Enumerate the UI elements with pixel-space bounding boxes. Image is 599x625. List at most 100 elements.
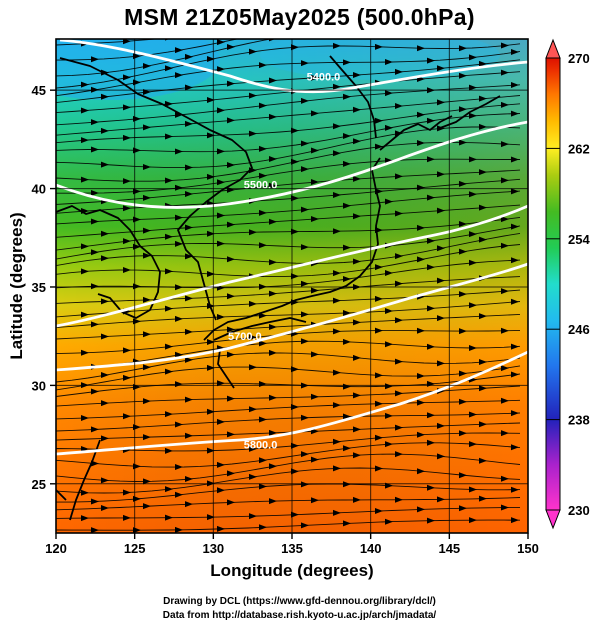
wind-arrowhead	[437, 453, 445, 460]
streamline	[56, 216, 521, 251]
wind-arrowhead	[511, 156, 519, 163]
wind-arrowhead	[185, 295, 193, 302]
wind-arrowhead	[81, 311, 89, 318]
streamline	[56, 467, 521, 494]
wind-arrowhead	[185, 432, 193, 439]
wind-arrowhead	[353, 258, 361, 265]
wind-arrowhead	[511, 343, 519, 350]
streamline	[56, 39, 161, 46]
wind-arrowhead	[207, 173, 215, 180]
wind-arrowhead	[375, 508, 383, 515]
wind-arrowhead	[333, 465, 341, 472]
wind-arrowhead	[301, 280, 309, 287]
wind-arrowhead	[217, 487, 225, 494]
wind-arrowhead	[501, 141, 509, 148]
wind-arrowhead	[395, 280, 403, 287]
wind-arrowhead	[143, 124, 151, 131]
wind-arrowhead	[511, 223, 519, 230]
wind-arrowhead	[207, 271, 215, 278]
wind-arrowhead	[165, 486, 173, 493]
wind-arrowhead	[511, 110, 519, 117]
wind-arrowhead	[427, 305, 435, 312]
wind-arrowhead	[501, 242, 509, 249]
wind-arrowhead	[343, 160, 351, 167]
wind-arrowhead	[469, 517, 477, 524]
wind-arrowhead	[249, 130, 257, 137]
wind-arrowhead	[81, 243, 89, 250]
wind-arrowhead	[301, 414, 309, 421]
wind-arrowhead	[459, 328, 467, 335]
wind-arrowhead	[269, 324, 277, 331]
wind-arrowhead	[343, 59, 351, 66]
streamline	[56, 519, 521, 531]
wind-arrowhead	[227, 256, 235, 263]
wind-arrowhead	[417, 256, 425, 263]
wind-arrowhead	[259, 145, 267, 152]
wind-arrowhead	[479, 313, 487, 320]
wind-arrowhead	[511, 517, 519, 524]
wind-arrowhead	[311, 351, 319, 358]
wind-arrowhead	[217, 66, 225, 73]
wind-arrowhead	[227, 351, 235, 358]
streamline	[56, 259, 521, 294]
wind-arrowhead	[143, 478, 151, 485]
wind-arrowhead	[249, 48, 257, 55]
wind-arrowhead	[185, 120, 193, 127]
streamline	[56, 373, 521, 397]
streamline	[56, 39, 240, 61]
wind-arrowhead	[301, 206, 309, 213]
colorbar-tick-label: 230	[568, 503, 590, 518]
wind-arrowhead	[175, 184, 183, 191]
wind-arrowhead	[249, 92, 257, 99]
wind-arrowhead	[511, 82, 519, 89]
wind-arrowhead	[207, 338, 215, 345]
wind-arrowhead	[217, 148, 225, 155]
wind-arrowhead	[427, 194, 435, 201]
wind-arrowhead	[249, 473, 257, 480]
wind-arrowhead	[333, 270, 341, 277]
wind-arrowhead	[437, 30, 445, 36]
wind-arrowhead	[427, 343, 435, 350]
height-contours	[56, 39, 528, 456]
wind-arrowhead	[511, 444, 519, 451]
wind-arrowhead	[343, 338, 351, 345]
wind-arrowhead	[143, 194, 151, 201]
wind-arrowhead	[311, 393, 319, 400]
wind-arrowhead	[91, 388, 99, 395]
wind-arrowhead	[479, 457, 487, 464]
wind-arrowhead	[217, 212, 225, 219]
wind-arrowhead	[375, 434, 383, 441]
y-axis-ticks: 25 30 35 40 45	[32, 83, 56, 492]
x-tick-label: 140	[360, 541, 382, 556]
colorbar-tick-label: 238	[568, 413, 590, 428]
wind-arrowhead	[385, 90, 393, 97]
wind-arrowhead	[165, 447, 173, 454]
wind-arrowhead	[395, 173, 403, 180]
wind-arrowhead	[269, 156, 277, 163]
wind-arrowhead	[227, 44, 235, 51]
wind-arrowhead	[501, 504, 509, 511]
wind-arrowhead	[217, 380, 225, 387]
wind-arrowhead	[353, 27, 361, 33]
wind-arrowhead	[217, 179, 225, 186]
wind-arrowhead	[207, 408, 215, 415]
wind-arrowhead	[469, 259, 477, 266]
wind-arrowhead	[459, 430, 467, 437]
wind-arrowhead	[207, 514, 215, 521]
wind-arrowhead	[143, 331, 151, 338]
wind-arrowhead	[375, 117, 383, 124]
wind-arrowhead	[437, 99, 445, 106]
streamline	[56, 365, 521, 391]
wind-arrowhead	[375, 295, 383, 302]
wind-arrowhead	[479, 169, 487, 176]
contour-label: 5800.0	[244, 439, 278, 451]
wind-arrowhead	[353, 452, 361, 459]
wind-arrowhead	[333, 438, 341, 445]
wind-arrowhead	[81, 137, 89, 144]
wind-arrowhead	[269, 218, 277, 225]
wind-arrowhead	[437, 422, 445, 429]
wind-arrowhead	[175, 315, 183, 322]
wind-arrowhead	[469, 344, 477, 351]
wind-arrowhead	[123, 347, 131, 354]
wind-arrowhead	[81, 176, 89, 183]
